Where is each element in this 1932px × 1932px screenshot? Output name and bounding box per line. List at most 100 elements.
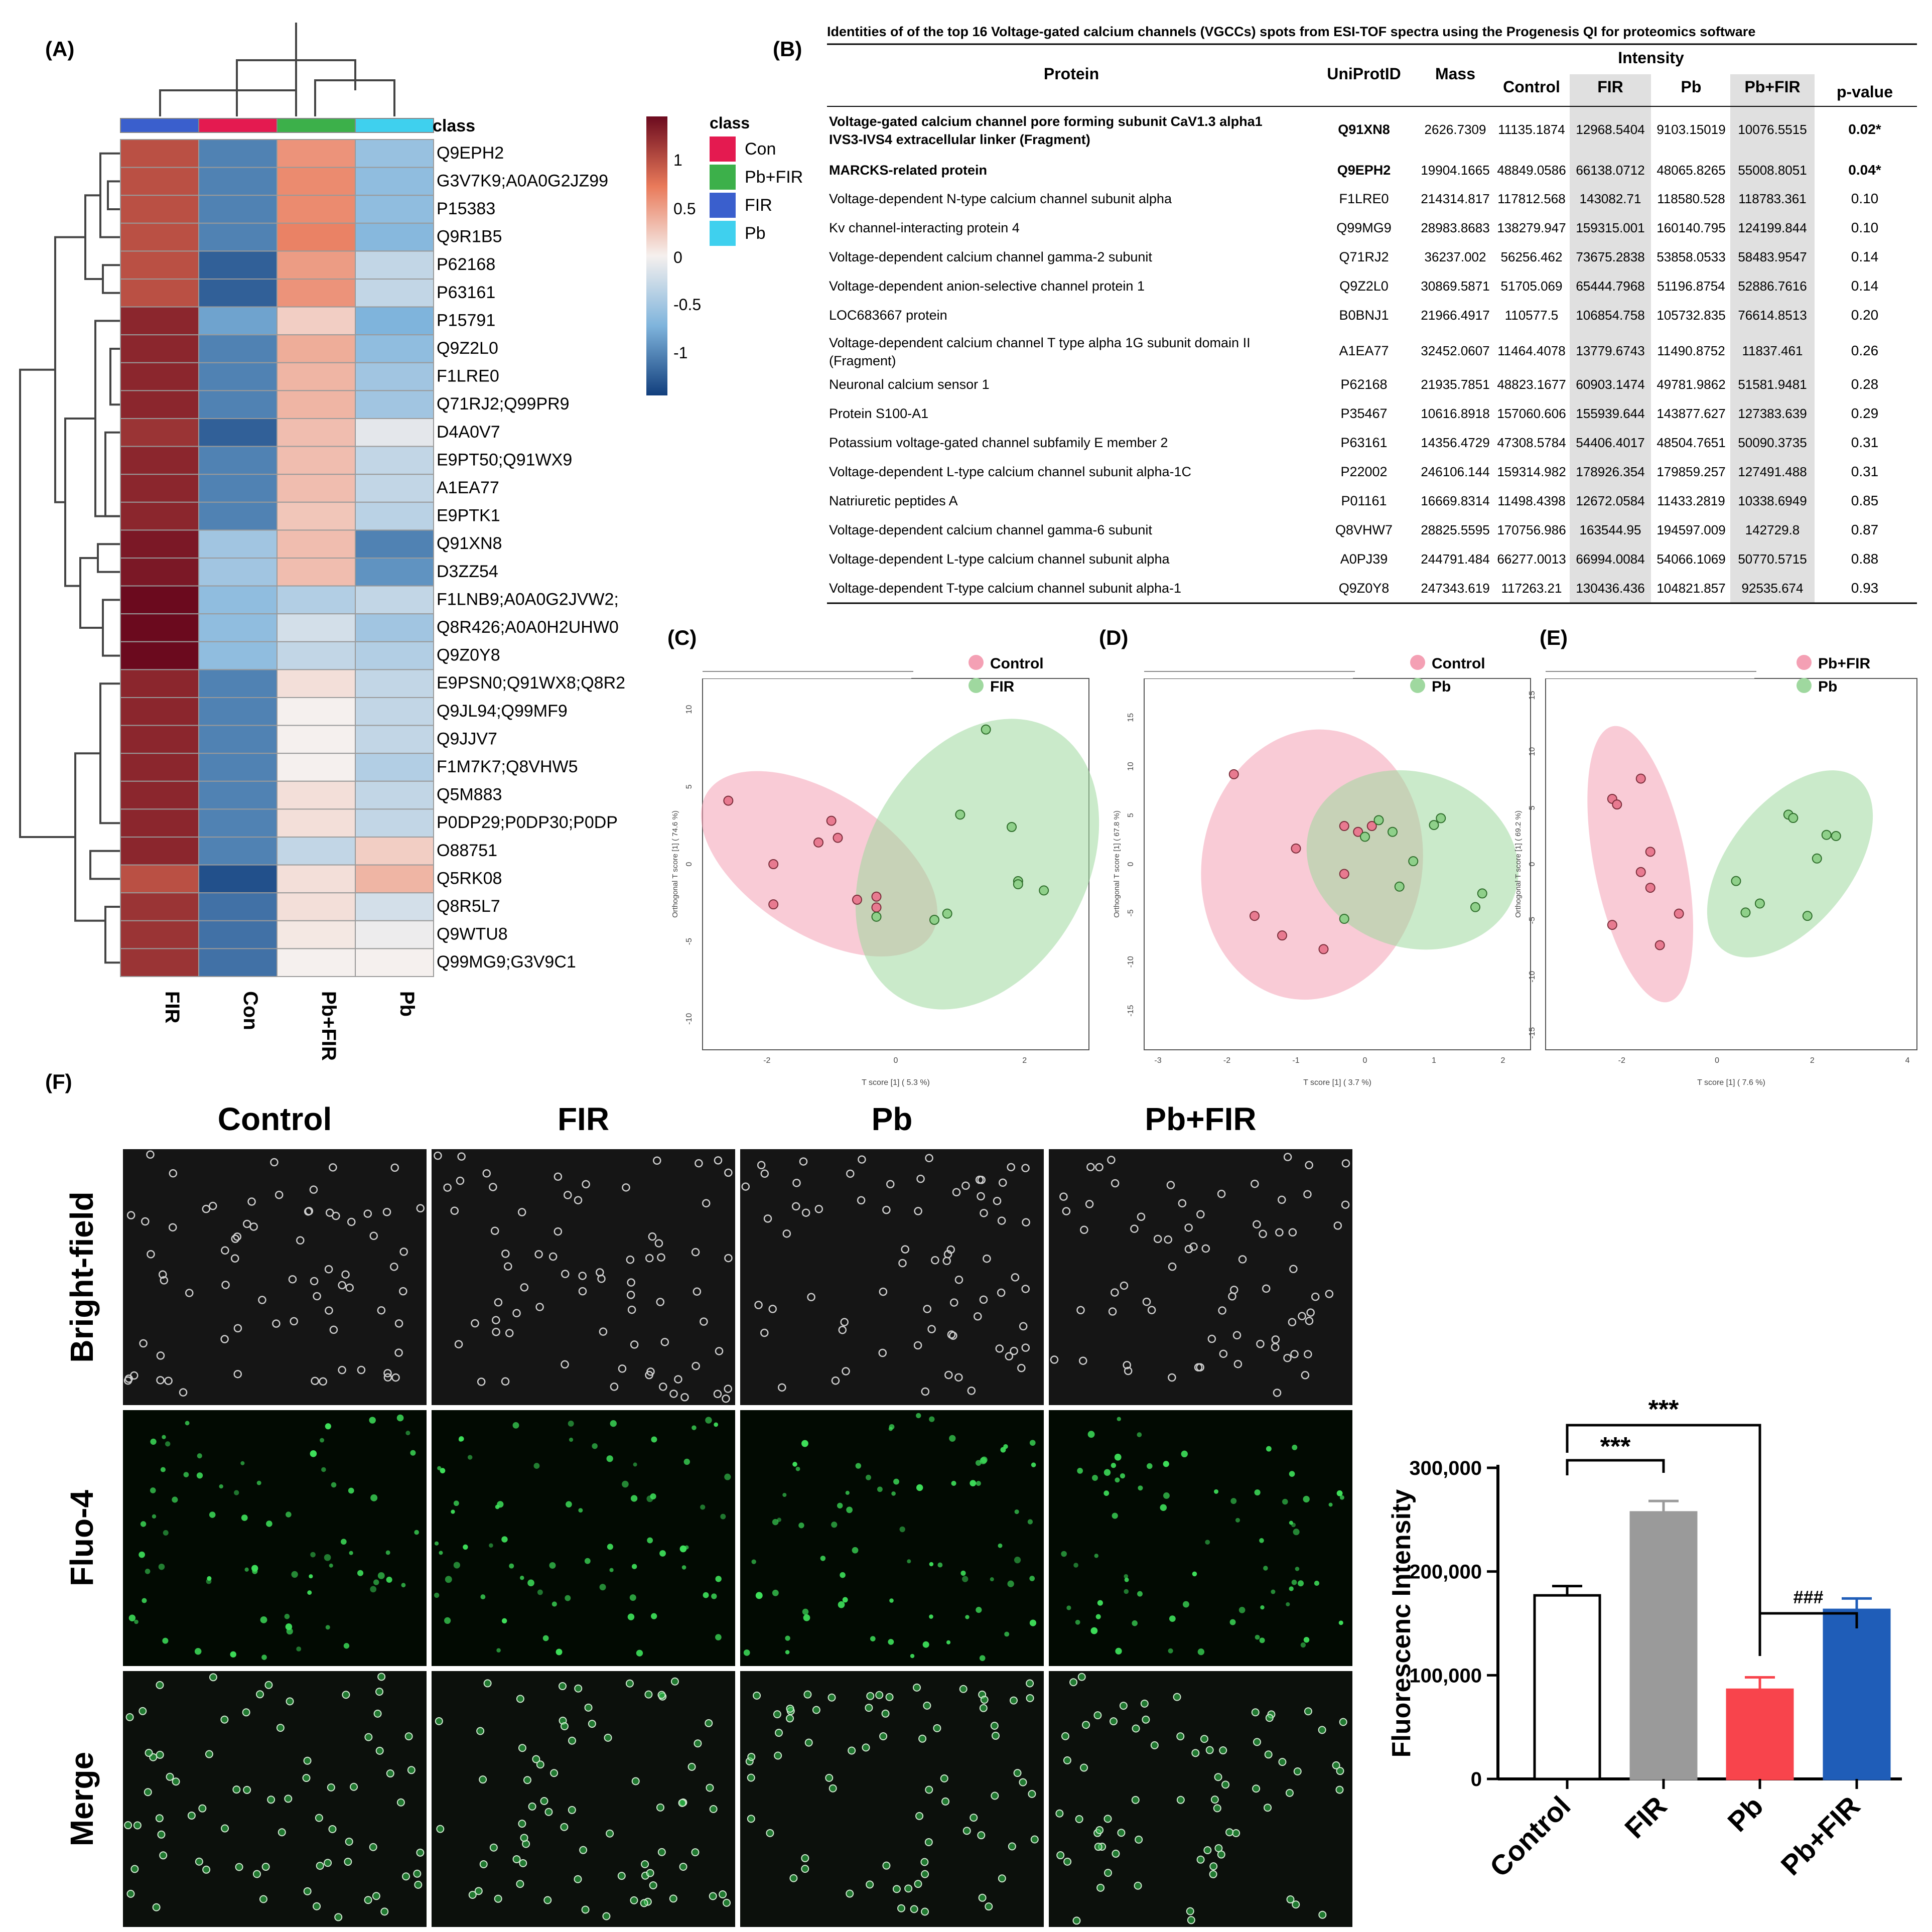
cell xyxy=(1095,1163,1103,1172)
cell xyxy=(954,1276,963,1284)
table-title: Identities of of the top 16 Voltage-gate… xyxy=(827,24,1755,39)
fluor-spot xyxy=(331,1482,337,1488)
merged-cell xyxy=(159,1851,168,1860)
point-group2 xyxy=(1360,832,1370,842)
heatmap-cell xyxy=(120,948,199,978)
cell-uniprot: Q9Z2L0 xyxy=(1339,279,1389,294)
cell xyxy=(931,1256,939,1265)
fluor-spot xyxy=(785,1635,790,1641)
merged-cell xyxy=(924,1838,933,1846)
cell-protein: Natriuretic peptides A xyxy=(829,493,958,508)
y-tick-label: 5 xyxy=(1127,813,1135,817)
cell-control: 48849.0586 xyxy=(1497,163,1566,178)
micro-image-bg xyxy=(1049,1149,1352,1405)
cell xyxy=(961,1181,970,1190)
cell xyxy=(288,1275,297,1284)
cell xyxy=(659,1383,667,1391)
cell-protein: Neuronal calcium sensor 1 xyxy=(829,377,990,392)
heatmap-row-label: D4A0V7 xyxy=(437,423,500,442)
fluor-spot xyxy=(627,1613,635,1620)
fluor-spot xyxy=(1000,1447,1006,1453)
cell xyxy=(329,1325,338,1334)
merged-cell xyxy=(709,1805,718,1813)
cell xyxy=(377,1306,386,1315)
fluor-spot xyxy=(852,1547,859,1554)
cell xyxy=(949,1298,958,1307)
fluor-spot xyxy=(320,1438,325,1443)
merged-cell xyxy=(581,1905,590,1914)
cell xyxy=(345,1283,354,1292)
fluor-spot xyxy=(946,1640,951,1644)
cell-protein: Voltage-dependent T-type calcium channel… xyxy=(829,581,1181,596)
merged-cell xyxy=(252,1870,261,1878)
heatmap-cell xyxy=(277,920,356,949)
y-tick-label: -15 xyxy=(1528,1027,1537,1039)
y-axis-label: Orthogonal T score [1] ( 69.2 %) xyxy=(1514,810,1523,918)
cell xyxy=(1120,1281,1129,1290)
fluor-spot xyxy=(1336,1490,1343,1496)
point-group2 xyxy=(871,911,882,922)
merged-cell xyxy=(786,1704,794,1713)
merged-cell xyxy=(970,1814,978,1822)
heatmap-cell xyxy=(355,669,434,699)
merged-cell xyxy=(1336,1767,1344,1775)
cell-pb: 11433.2819 xyxy=(1657,493,1725,508)
heatmap-cell xyxy=(277,195,356,224)
fluor-spot xyxy=(1259,1637,1265,1643)
heatmap-cell xyxy=(120,139,199,168)
x-tick-label: -1 xyxy=(1292,1056,1299,1065)
merged-cell xyxy=(156,1681,164,1689)
fluor-spot xyxy=(261,1654,267,1660)
fluor-spot xyxy=(703,1592,709,1598)
heatmap-cell xyxy=(120,837,199,866)
merged-cell xyxy=(574,1875,582,1883)
cell xyxy=(898,1259,907,1268)
cell-pvalue: 0.26 xyxy=(1851,343,1879,358)
fluor-spot xyxy=(445,1576,452,1583)
point-group2 xyxy=(1477,888,1487,899)
heatmap-cell xyxy=(120,306,199,336)
merged-cell xyxy=(242,1708,250,1717)
cell xyxy=(840,1318,849,1326)
heatmap-cell xyxy=(198,697,278,726)
merged-cell xyxy=(705,1719,713,1727)
cell-pvalue: 0.14 xyxy=(1851,249,1879,264)
cell-pb: 53858.0533 xyxy=(1657,249,1725,264)
heatmap-cell xyxy=(198,362,278,391)
cell xyxy=(274,1190,284,1199)
score-plot-e: (E) -2 0 2 4 15 10 5 0 -5 -10 -15 T score [1] ( 7.6 … xyxy=(1514,626,1917,1087)
merged-cell xyxy=(801,1854,809,1862)
cell-pb: 48065.8265 xyxy=(1657,163,1725,178)
cell-pb: 11490.8752 xyxy=(1657,343,1725,358)
merged-cell xyxy=(156,1750,164,1759)
micro-image-bg xyxy=(740,1149,1044,1405)
merged-cell xyxy=(882,1861,891,1870)
cell xyxy=(517,1208,526,1216)
heatmap-cell xyxy=(355,753,434,782)
heatmap-cell xyxy=(355,418,434,447)
fluor-spot xyxy=(1115,1647,1122,1654)
heatmap-cell xyxy=(277,139,356,168)
cell-control: 110577.5 xyxy=(1505,308,1559,323)
cell-uniprot: P63161 xyxy=(1340,435,1387,450)
cell xyxy=(1164,1235,1172,1244)
cell xyxy=(156,1376,165,1385)
fluor-spot xyxy=(1027,1519,1033,1525)
merged-cell xyxy=(386,1769,394,1778)
cell xyxy=(416,1204,425,1213)
cell xyxy=(390,1163,399,1172)
heatmap-cell xyxy=(355,585,434,615)
point-group1 xyxy=(1612,799,1622,810)
cell-mass: 246106.144 xyxy=(1421,464,1489,479)
fluor-spot xyxy=(1075,1619,1080,1625)
cell xyxy=(505,1329,514,1337)
point-group2 xyxy=(1812,853,1822,864)
fluor-spot xyxy=(979,1655,986,1662)
merged-cell xyxy=(303,1887,312,1895)
y-tick-label: 10 xyxy=(685,705,694,714)
cell-pbfir: 50770.5715 xyxy=(1738,551,1807,567)
merged-cell xyxy=(334,1913,343,1921)
heatmap-cell xyxy=(355,222,434,252)
cell xyxy=(363,1209,372,1218)
heatmap-cell xyxy=(198,641,278,670)
